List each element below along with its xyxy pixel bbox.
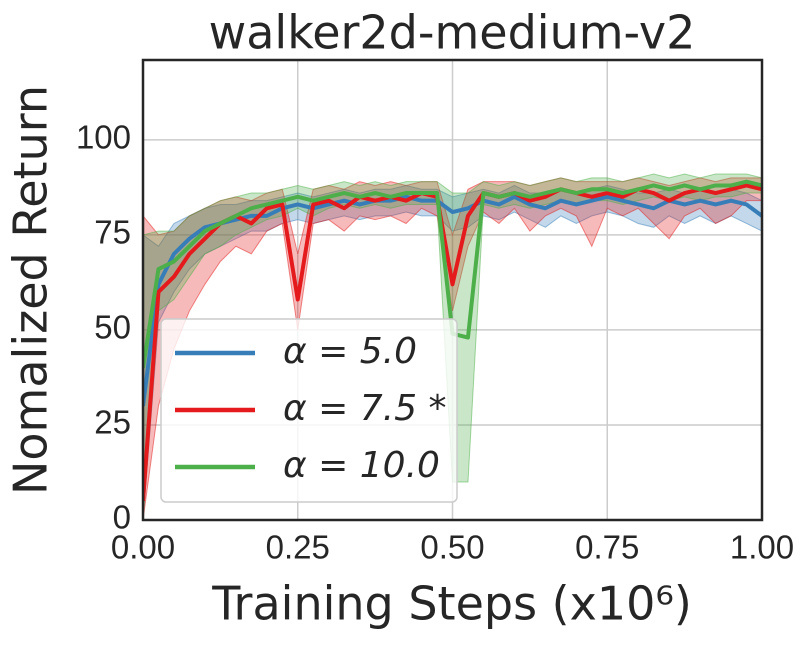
legend-box (160, 318, 458, 503)
y-tick-label: 25 (94, 404, 131, 441)
y-tick-label: 50 (94, 309, 131, 346)
x-tick-label: 0.75 (575, 529, 639, 566)
legend-label: α = 7.5 * (283, 388, 446, 429)
axes-frame (141, 58, 764, 522)
y-tick-label: 0 (113, 499, 131, 536)
line (143, 194, 762, 407)
y-axis-label: Nomalized Return (4, 85, 58, 495)
x-tick-label: 0.25 (266, 529, 330, 566)
error-band (143, 184, 762, 520)
legend-label: α = 5.0 (283, 331, 417, 372)
y-tick-label: 100 (76, 119, 131, 156)
line (143, 183, 762, 502)
x-tick-label: 0.00 (111, 529, 175, 566)
x-tick-label: 1.00 (730, 529, 794, 566)
x-tick-label: 0.50 (420, 529, 484, 566)
chart-title: walker2d-medium-v2 (209, 6, 696, 60)
legend-label: α = 10.0 (283, 445, 440, 486)
y-tick-label: 75 (94, 214, 131, 251)
x-axis-label: Training Steps (x10⁶) (211, 577, 692, 631)
